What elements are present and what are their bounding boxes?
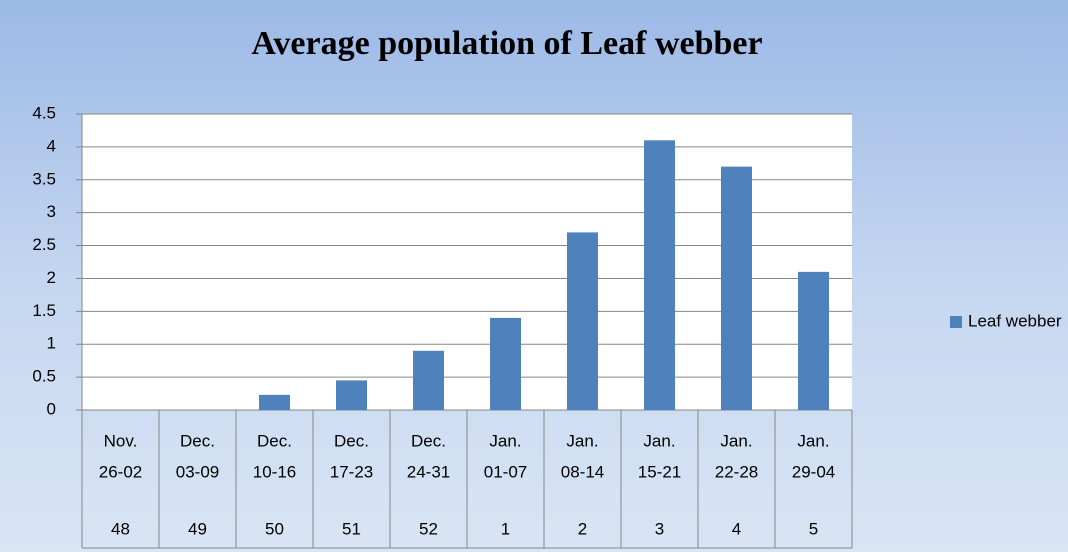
y-tick-label: 2.5 xyxy=(32,235,56,254)
x-tick-label: Dec. xyxy=(411,431,446,450)
bar xyxy=(259,394,290,410)
x-tick-label: 48 xyxy=(111,519,130,538)
x-tick-label: Dec. xyxy=(334,431,369,450)
bar xyxy=(567,232,598,410)
x-tick-label: 01-07 xyxy=(484,462,527,481)
x-tick-label: Dec. xyxy=(257,431,292,450)
legend-label: Leaf webber xyxy=(968,311,1062,330)
bar xyxy=(336,380,367,410)
x-tick-label: 24-31 xyxy=(407,462,450,481)
y-tick-label: 1.5 xyxy=(32,301,56,320)
x-tick-label: 50 xyxy=(265,519,284,538)
y-tick-label: 4 xyxy=(47,136,56,155)
x-tick-label: 15-21 xyxy=(638,462,681,481)
x-tick-label: 17-23 xyxy=(330,462,373,481)
x-tick-label: Jan. xyxy=(566,431,598,450)
x-tick-label: Nov. xyxy=(104,431,138,450)
x-tick-label: Jan. xyxy=(797,431,829,450)
x-tick-label: 52 xyxy=(419,519,438,538)
x-tick-label: 3 xyxy=(655,519,664,538)
x-tick-label: 49 xyxy=(188,519,207,538)
bar xyxy=(721,166,752,410)
bar xyxy=(490,317,521,410)
y-tick-label: 3.5 xyxy=(32,169,56,188)
y-tick-label: 2 xyxy=(47,268,56,287)
y-tick-label: 0 xyxy=(47,399,56,418)
bar xyxy=(644,140,675,411)
y-tick-label: 1 xyxy=(47,334,56,353)
x-tick-label: 2 xyxy=(578,519,587,538)
bar xyxy=(413,350,444,410)
y-tick-label: 4.5 xyxy=(32,103,56,122)
x-tick-label: 08-14 xyxy=(561,462,604,481)
x-tick-label: 29-04 xyxy=(792,462,835,481)
x-tick-label: 51 xyxy=(342,519,361,538)
x-tick-label: Dec. xyxy=(180,431,215,450)
chart-title: Average population of Leaf webber xyxy=(251,25,762,62)
x-tick-label: Jan. xyxy=(643,431,675,450)
x-tick-label: 03-09 xyxy=(176,462,219,481)
x-tick-label: 22-28 xyxy=(715,462,758,481)
y-tick-label: 3 xyxy=(47,202,56,221)
x-tick-label: Jan. xyxy=(720,431,752,450)
x-tick-label: 10-16 xyxy=(253,462,296,481)
x-tick-label: 1 xyxy=(501,519,510,538)
y-tick-label: 0.5 xyxy=(32,367,56,386)
x-tick-label: 4 xyxy=(732,519,741,538)
x-tick-label: Jan. xyxy=(489,431,521,450)
x-tick-label: 26-02 xyxy=(99,462,142,481)
legend-swatch xyxy=(950,316,962,328)
x-tick-label: 5 xyxy=(809,519,818,538)
bar xyxy=(798,271,829,410)
